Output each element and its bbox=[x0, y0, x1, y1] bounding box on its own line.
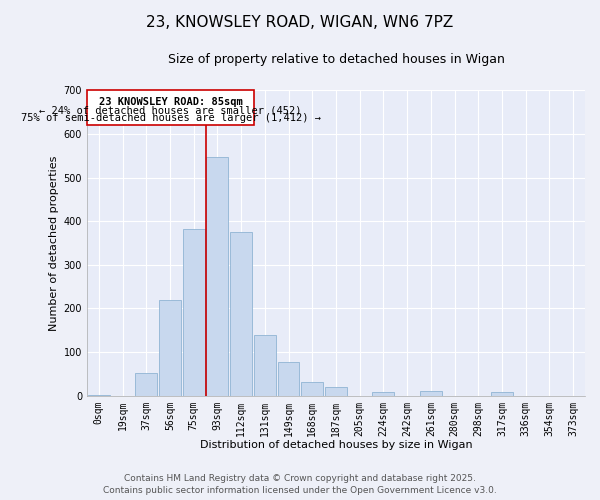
Y-axis label: Number of detached properties: Number of detached properties bbox=[49, 156, 59, 330]
Bar bbox=[254, 334, 276, 396]
Bar bbox=[159, 300, 181, 396]
Bar bbox=[301, 382, 323, 396]
Bar bbox=[278, 362, 299, 396]
Bar bbox=[88, 395, 110, 396]
Bar bbox=[136, 373, 157, 396]
Bar bbox=[183, 229, 205, 396]
Text: 23, KNOWSLEY ROAD, WIGAN, WN6 7PZ: 23, KNOWSLEY ROAD, WIGAN, WN6 7PZ bbox=[146, 15, 454, 30]
Bar bbox=[325, 387, 347, 396]
Bar bbox=[230, 232, 252, 396]
X-axis label: Distribution of detached houses by size in Wigan: Distribution of detached houses by size … bbox=[200, 440, 472, 450]
Title: Size of property relative to detached houses in Wigan: Size of property relative to detached ho… bbox=[167, 52, 505, 66]
Text: ← 24% of detached houses are smaller (452): ← 24% of detached houses are smaller (45… bbox=[39, 105, 302, 115]
Text: 75% of semi-detached houses are larger (1,412) →: 75% of semi-detached houses are larger (… bbox=[20, 113, 320, 123]
Text: Contains HM Land Registry data © Crown copyright and database right 2025.
Contai: Contains HM Land Registry data © Crown c… bbox=[103, 474, 497, 495]
Bar bbox=[491, 392, 513, 396]
Bar bbox=[373, 392, 394, 396]
Text: 23 KNOWSLEY ROAD: 85sqm: 23 KNOWSLEY ROAD: 85sqm bbox=[98, 98, 242, 108]
Bar bbox=[206, 156, 228, 396]
Bar bbox=[420, 392, 442, 396]
Bar bbox=[87, 90, 254, 125]
